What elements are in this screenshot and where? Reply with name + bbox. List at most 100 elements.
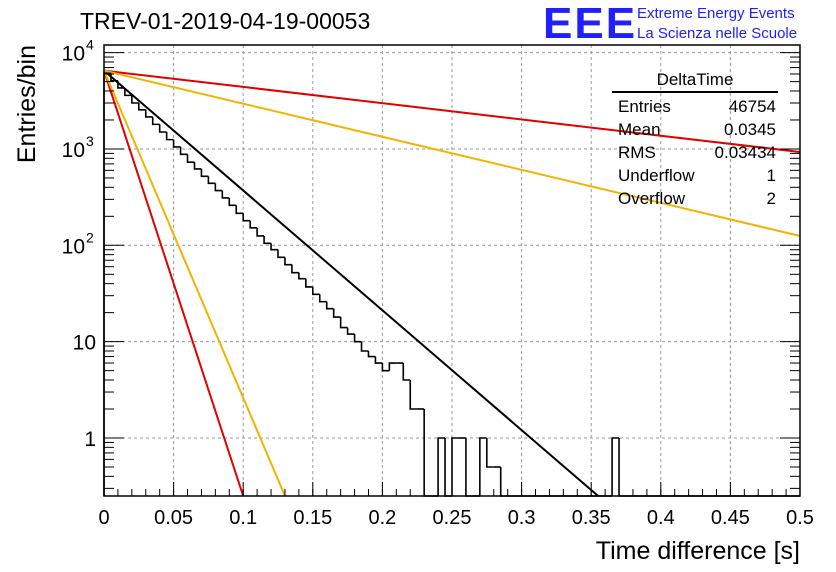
y-tick-exponent: 3 (86, 133, 94, 149)
histogram-bin (409, 379, 418, 410)
histogram-bin (144, 109, 153, 118)
fit-line (103, 70, 245, 497)
histogram-bin (151, 116, 160, 126)
stats-label: Entries (618, 97, 671, 116)
histogram-bin (611, 437, 620, 496)
histogram-bin (479, 437, 487, 496)
histogram-bin (172, 139, 181, 148)
histogram-bin (103, 72, 111, 496)
x-tick-label: 0.15 (293, 507, 332, 529)
histogram-bin (353, 334, 362, 343)
stats-label: Overflow (618, 189, 686, 208)
y-tick-exponent: 4 (86, 37, 94, 53)
axis-ticks (103, 52, 801, 496)
stats-row: Mean 0.0345 (612, 118, 778, 141)
page-title: TREV-01-2019-04-19-00053 (80, 8, 371, 34)
histogram-bin (110, 73, 118, 82)
histogram-bin (298, 272, 306, 280)
stats-label: Mean (618, 120, 661, 139)
x-tick-label: 0.25 (433, 507, 472, 529)
histogram-bin (124, 87, 132, 97)
stats-title: DeltaTime (612, 70, 778, 93)
fit-curves (103, 69, 801, 497)
histogram-bin (214, 183, 223, 192)
histogram-bin (381, 363, 390, 372)
histogram-bin (158, 124, 167, 133)
histogram-bin (270, 243, 278, 251)
histogram-bin (451, 437, 459, 496)
x-tick-label: 0.5 (786, 507, 814, 529)
x-tick-label: 0.45 (711, 507, 750, 529)
y-axis-title: Entries/bin (13, 45, 41, 163)
stats-row: Overflow 2 (612, 187, 778, 210)
histogram-bin (263, 235, 272, 245)
fit-line (103, 70, 286, 497)
stats-label: Underflow (618, 166, 695, 185)
histogram-bin (138, 103, 146, 111)
stats-value: 1 (766, 166, 776, 185)
histogram-bin (221, 190, 230, 199)
histogram-bin (423, 408, 432, 497)
histogram-bin (374, 356, 383, 364)
histogram-bin (305, 278, 313, 288)
stats-row: Underflow 1 (612, 164, 778, 187)
histogram-bin (618, 437, 626, 497)
brand-text: Extreme Energy Events La Scienza nelle S… (637, 4, 797, 44)
histogram-bin (228, 197, 237, 207)
fit-line (103, 69, 599, 497)
histogram-bin (235, 205, 244, 215)
stats-value: 46754 (728, 97, 776, 116)
histogram-bin (499, 466, 508, 497)
histogram-bin (165, 132, 174, 141)
histogram-bin (339, 317, 348, 329)
histogram-bin (291, 264, 299, 274)
histogram-bin (242, 213, 251, 222)
fit-line (103, 69, 801, 154)
y-tick-label: 10 (73, 332, 96, 355)
histogram-bin (346, 327, 355, 335)
histogram-bin (325, 301, 334, 310)
histogram-bin (207, 176, 216, 185)
stats-value: 0.0345 (724, 120, 776, 139)
y-tick-exponent: 2 (86, 229, 94, 245)
histogram-bin (444, 437, 452, 497)
histogram-bin (360, 341, 369, 352)
histogram-bin (186, 154, 195, 163)
y-tick-label: 10 (62, 139, 85, 162)
y-tick-label: 10 (62, 43, 85, 66)
x-tick-label: 0 (98, 507, 109, 529)
y-tick-label: 1 (84, 428, 96, 451)
x-tick-label: 0.4 (647, 507, 675, 529)
histogram-bin (486, 437, 494, 468)
stats-row: Entries 46754 (612, 95, 778, 118)
brand-line-2: La Scienza nelle Scuole (637, 25, 798, 42)
stats-value: 2 (766, 189, 776, 208)
x-tick-label: 0.05 (154, 507, 193, 529)
histogram-bin (249, 220, 258, 229)
fit-line (103, 69, 801, 237)
y-tick-label: 10 (62, 235, 85, 258)
brand-line-1: Extreme Energy Events (637, 5, 795, 22)
x-tick-label: 0.2 (368, 507, 396, 529)
histogram-bin (117, 80, 125, 89)
histogram-bin (388, 362, 397, 371)
histogram-bin (256, 227, 265, 237)
histogram-bin (332, 308, 341, 318)
histogram-bin (312, 286, 320, 296)
histogram-bin (402, 363, 411, 381)
histogram-bin (193, 162, 202, 170)
histogram-bin (131, 95, 139, 104)
x-tick-label: 0.35 (572, 507, 611, 529)
histogram-bin (284, 257, 292, 266)
histogram-bin (179, 146, 188, 156)
eee-logo: EEE (543, 0, 638, 48)
histogram-bin (367, 350, 376, 358)
x-tick-label: 0.3 (508, 507, 536, 529)
x-tick-label: 0.1 (229, 507, 257, 529)
histogram-bin (277, 249, 285, 259)
histogram-bin (465, 437, 473, 497)
histogram-bin (318, 294, 327, 303)
histogram-bin (437, 437, 446, 496)
